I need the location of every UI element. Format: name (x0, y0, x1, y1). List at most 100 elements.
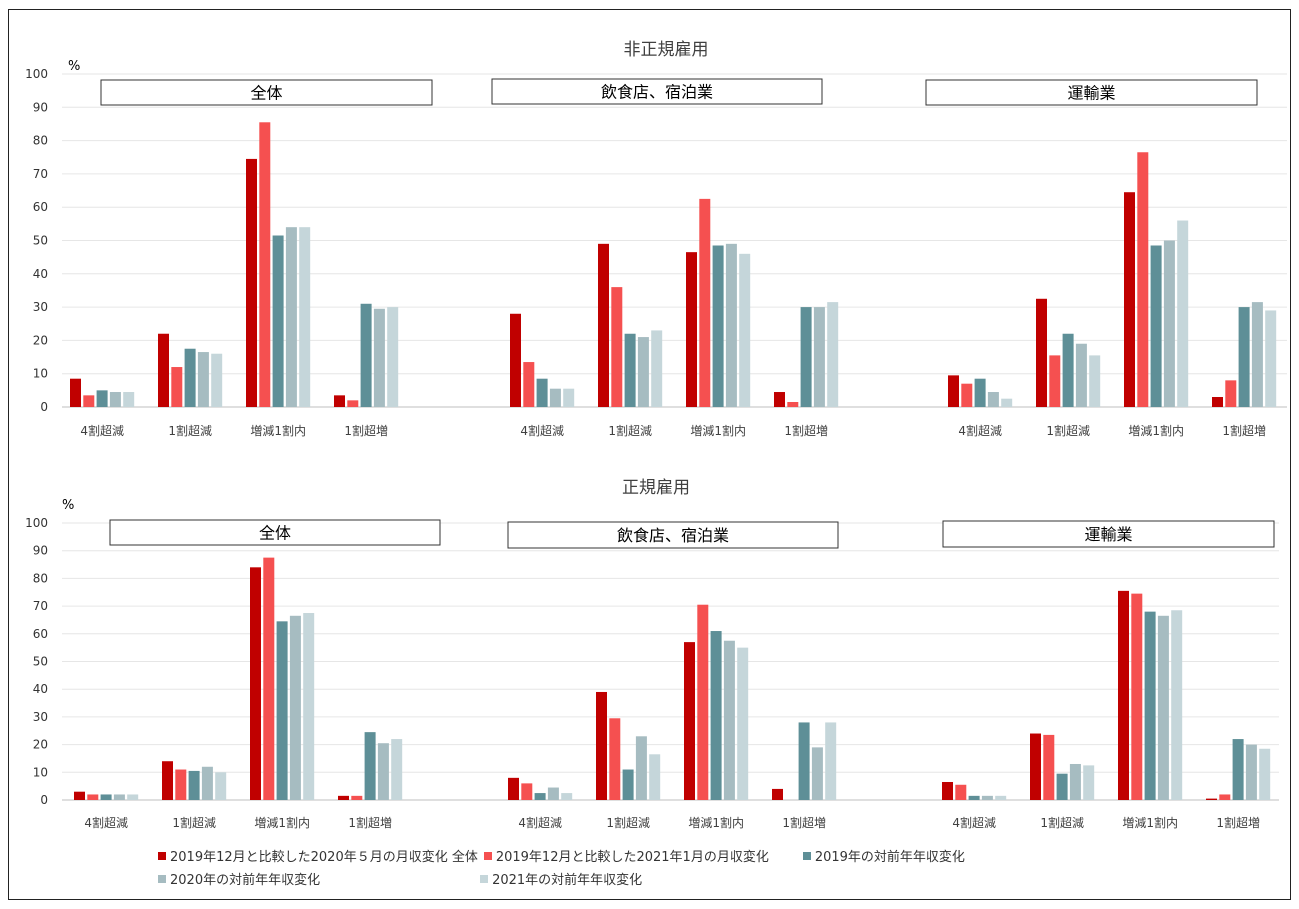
bar (1245, 744, 1257, 800)
bar (391, 739, 403, 800)
bar (974, 378, 986, 407)
bar (598, 243, 609, 407)
y-tick-label: 20 (33, 738, 48, 752)
bar (523, 362, 535, 407)
bar (1056, 773, 1068, 800)
bar (697, 604, 709, 800)
bar (338, 795, 349, 800)
bar (74, 791, 85, 800)
category-label: 1割超増 (1222, 423, 1266, 438)
bar (263, 557, 275, 800)
y-tick-label: 60 (33, 627, 48, 641)
group-box (100, 79, 433, 106)
y-unit-label-2: % (62, 498, 74, 513)
bar (723, 640, 735, 800)
category-label: 増減1割内 (690, 423, 746, 438)
bar (624, 333, 636, 407)
bar (547, 787, 559, 800)
bar (635, 736, 647, 800)
bar (686, 252, 697, 407)
legend-item-5: 2021年の対前年年収変化 (480, 869, 642, 888)
bar (942, 781, 953, 800)
bar (100, 794, 112, 800)
bar (1118, 590, 1129, 800)
bar (1043, 734, 1055, 800)
bar (1163, 240, 1175, 407)
bar (1232, 739, 1244, 800)
legend-row-1: 2019年12月と比較した2020年５月の月収変化 全体 2019年12月と比較… (158, 844, 1058, 867)
y-unit-label-1: % (68, 59, 80, 74)
legend-label-3: 2019年の対前年年収変化 (814, 850, 965, 865)
group-box (925, 79, 1258, 106)
y-tick-label: 90 (33, 100, 48, 114)
bar (1212, 397, 1223, 407)
group-label: 全体 (259, 524, 291, 543)
bar (825, 722, 837, 800)
bar (712, 245, 724, 407)
legend-label-2: 2019年12月と比較した2021年1月の月収変化 (495, 850, 769, 865)
legend: 2019年12月と比較した2020年５月の月収変化 全体 2019年12月と比較… (158, 844, 1058, 890)
bar (360, 303, 372, 407)
bar (609, 718, 621, 800)
bar (175, 769, 187, 800)
bar (725, 243, 737, 407)
bar (1124, 192, 1135, 407)
bar (1131, 593, 1143, 800)
bar (1137, 152, 1149, 407)
bar (536, 378, 548, 407)
bar (651, 330, 663, 407)
bar (981, 795, 993, 800)
bar (96, 390, 108, 407)
y-tick-label: 80 (33, 571, 48, 585)
bar (774, 392, 785, 407)
y-tick-label: 60 (33, 200, 48, 214)
bar (800, 307, 812, 407)
group-label: 運輸業 (1084, 525, 1132, 544)
bar (1069, 763, 1081, 800)
bar (1259, 748, 1271, 800)
bar (387, 307, 399, 407)
chart-title-1: 非正規雇用 (624, 40, 709, 60)
legend-label-5: 2021年の対前年年収変化 (492, 873, 643, 888)
bar (259, 122, 271, 407)
legend-swatch-2 (483, 851, 492, 860)
category-label: 増減1割内 (254, 815, 310, 830)
group-box (109, 519, 441, 546)
category-label: 1割超減 (1040, 815, 1084, 830)
y-tick-label: 30 (33, 710, 48, 724)
bar (246, 158, 257, 407)
bar (549, 388, 561, 407)
y-tick-label: 50 (33, 655, 48, 669)
bar (1251, 302, 1263, 407)
bar (113, 794, 125, 800)
y-tick-label: 50 (33, 234, 48, 248)
category-label: 1割超増 (344, 423, 388, 438)
bar (508, 777, 519, 800)
y-tick-label: 70 (33, 599, 48, 613)
category-label: 4割超減 (520, 423, 564, 438)
bar (684, 642, 695, 800)
bar (303, 613, 315, 800)
bar (563, 388, 575, 407)
legend-item-1: 2019年12月と比較した2020年５月の月収変化 全体 (158, 846, 478, 865)
bar (1083, 765, 1095, 800)
bar (377, 743, 389, 800)
bar (364, 732, 376, 800)
y-tick-label: 100 (25, 516, 48, 530)
bar (215, 772, 227, 800)
bar (1075, 343, 1087, 407)
bar (347, 400, 359, 407)
bar (987, 392, 999, 407)
bar (798, 722, 810, 800)
bar (299, 227, 311, 407)
bar (1144, 611, 1156, 800)
legend-row-2: 2020年の対前年年収変化 2021年の対前年年収変化 (158, 867, 1058, 890)
category-label: 増減1割内 (688, 815, 744, 830)
group-box (507, 521, 839, 549)
bar (1030, 733, 1041, 800)
group-box (942, 520, 1275, 548)
y-tick-label: 100 (25, 67, 48, 81)
bar (171, 367, 183, 407)
bar (127, 794, 139, 800)
y-tick-label: 20 (33, 333, 48, 347)
